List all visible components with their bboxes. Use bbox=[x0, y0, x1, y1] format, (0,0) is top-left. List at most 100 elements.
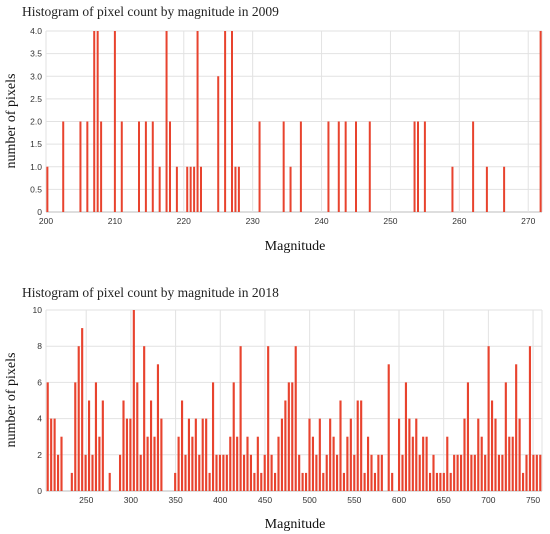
histogram-bar bbox=[504, 382, 507, 491]
histogram-bar bbox=[211, 382, 215, 491]
histogram-bar bbox=[93, 31, 96, 212]
histogram-bar bbox=[370, 454, 373, 491]
histogram-bar bbox=[101, 400, 104, 491]
histogram-bar bbox=[415, 418, 418, 491]
y-tick-label: 2 bbox=[37, 450, 42, 460]
histogram-bar bbox=[98, 436, 101, 491]
histogram-bar bbox=[463, 418, 466, 491]
histogram-bar bbox=[122, 400, 125, 491]
histogram-bar bbox=[229, 436, 232, 491]
histogram-bar bbox=[177, 436, 180, 491]
histogram-bar bbox=[138, 121, 140, 212]
y-tick-label: 6 bbox=[37, 377, 42, 387]
histogram-bar bbox=[249, 454, 253, 491]
histogram-bar bbox=[360, 400, 363, 491]
histogram-bar bbox=[401, 454, 404, 491]
y-tick-label: 2.0 bbox=[30, 117, 42, 127]
histogram-bar bbox=[60, 436, 63, 491]
histogram-bar bbox=[87, 400, 91, 491]
histogram-bar bbox=[332, 436, 335, 491]
histogram-bar bbox=[411, 436, 414, 491]
histogram-bar bbox=[50, 418, 53, 491]
histogram-bar bbox=[466, 382, 470, 491]
histogram-bar bbox=[417, 121, 419, 212]
histogram-bar bbox=[453, 454, 456, 491]
histogram-bar bbox=[339, 400, 342, 491]
histogram-bar bbox=[62, 121, 65, 212]
histogram-bar bbox=[304, 472, 308, 491]
y-axis-label-2018: number of pixels bbox=[4, 353, 19, 448]
histogram-bar bbox=[56, 454, 60, 491]
y-tick-label: 8 bbox=[37, 341, 42, 351]
y-tick-label: 4 bbox=[37, 414, 42, 424]
histogram-bar bbox=[225, 454, 228, 491]
histogram-bar bbox=[432, 454, 435, 491]
histogram-bar bbox=[74, 382, 77, 491]
histogram-bar bbox=[322, 472, 325, 491]
x-tick-label: 260 bbox=[452, 216, 466, 226]
histogram-bar bbox=[291, 382, 294, 491]
histogram-bar bbox=[193, 166, 196, 212]
histogram-bar bbox=[480, 436, 483, 491]
histogram-bar bbox=[344, 121, 347, 212]
histogram-bar bbox=[53, 418, 56, 491]
histogram-bar bbox=[169, 121, 171, 212]
histogram-bar bbox=[205, 418, 208, 491]
y-axis-label-2009: number of pixels bbox=[4, 74, 19, 169]
histogram-bar bbox=[511, 436, 514, 491]
bars-2009 bbox=[46, 31, 542, 212]
y-tick-label: 0 bbox=[37, 486, 42, 496]
y-tick-label: 3.0 bbox=[30, 71, 42, 81]
histogram-bar bbox=[473, 454, 476, 491]
x-tick-label: 700 bbox=[481, 495, 495, 505]
histogram-bar bbox=[535, 454, 538, 491]
histogram-bar bbox=[108, 472, 111, 491]
histogram-bar bbox=[194, 418, 197, 491]
histogram-bar bbox=[120, 121, 123, 212]
histogram-bar bbox=[325, 454, 328, 491]
y-tick-label: 0 bbox=[37, 207, 42, 217]
histogram-bar bbox=[484, 454, 487, 491]
histogram-bar bbox=[503, 166, 506, 212]
chart-title-2018: Histogram of pixel count by magnitude in… bbox=[22, 285, 279, 300]
histogram-bar bbox=[46, 166, 49, 212]
x-tick-label: 220 bbox=[177, 216, 191, 226]
histogram-bar bbox=[165, 31, 168, 212]
histogram-bar bbox=[387, 364, 390, 491]
histogram-bar bbox=[428, 472, 432, 491]
histogram-bar bbox=[366, 436, 370, 491]
bars-2018 bbox=[46, 310, 542, 491]
histogram-bar bbox=[100, 121, 103, 212]
x-tick-label: 650 bbox=[437, 495, 451, 505]
histogram-bar bbox=[380, 454, 383, 491]
histogram-bar bbox=[270, 454, 273, 491]
histogram-bar bbox=[218, 454, 222, 491]
histogram-bar bbox=[153, 436, 156, 491]
histogram-bar bbox=[451, 166, 454, 212]
histogram-bar bbox=[442, 472, 445, 491]
histogram-bar bbox=[456, 454, 459, 491]
histogram-bar bbox=[198, 454, 201, 491]
histogram-bar bbox=[472, 121, 475, 212]
chart-title-2009: Histogram of pixel count by magnitude in… bbox=[22, 4, 279, 19]
x-ticks-2018: 250 300 350 400 450 500 550 600 650 700 750 bbox=[79, 495, 540, 505]
histogram-bar bbox=[113, 31, 116, 212]
x-tick-label: 400 bbox=[213, 495, 227, 505]
histogram-bar bbox=[222, 454, 225, 491]
histogram-bar bbox=[158, 166, 161, 212]
x-tick-label: 250 bbox=[383, 216, 397, 226]
histogram-bar bbox=[470, 454, 473, 491]
histogram-bar bbox=[368, 121, 371, 212]
x-tick-label: 600 bbox=[392, 495, 406, 505]
histogram-bar bbox=[287, 382, 290, 491]
histogram-bar bbox=[79, 121, 82, 212]
histogram-bar bbox=[236, 436, 239, 491]
histogram-bar bbox=[160, 418, 163, 491]
histogram-bar bbox=[136, 382, 139, 491]
histogram-bar bbox=[301, 472, 304, 491]
y-tick-label: 3.5 bbox=[30, 49, 42, 59]
histogram-bar bbox=[422, 436, 425, 491]
histogram-bar bbox=[494, 418, 497, 491]
x-ticks-2009: 200 210 220 230 240 250 260 270 bbox=[39, 216, 536, 226]
